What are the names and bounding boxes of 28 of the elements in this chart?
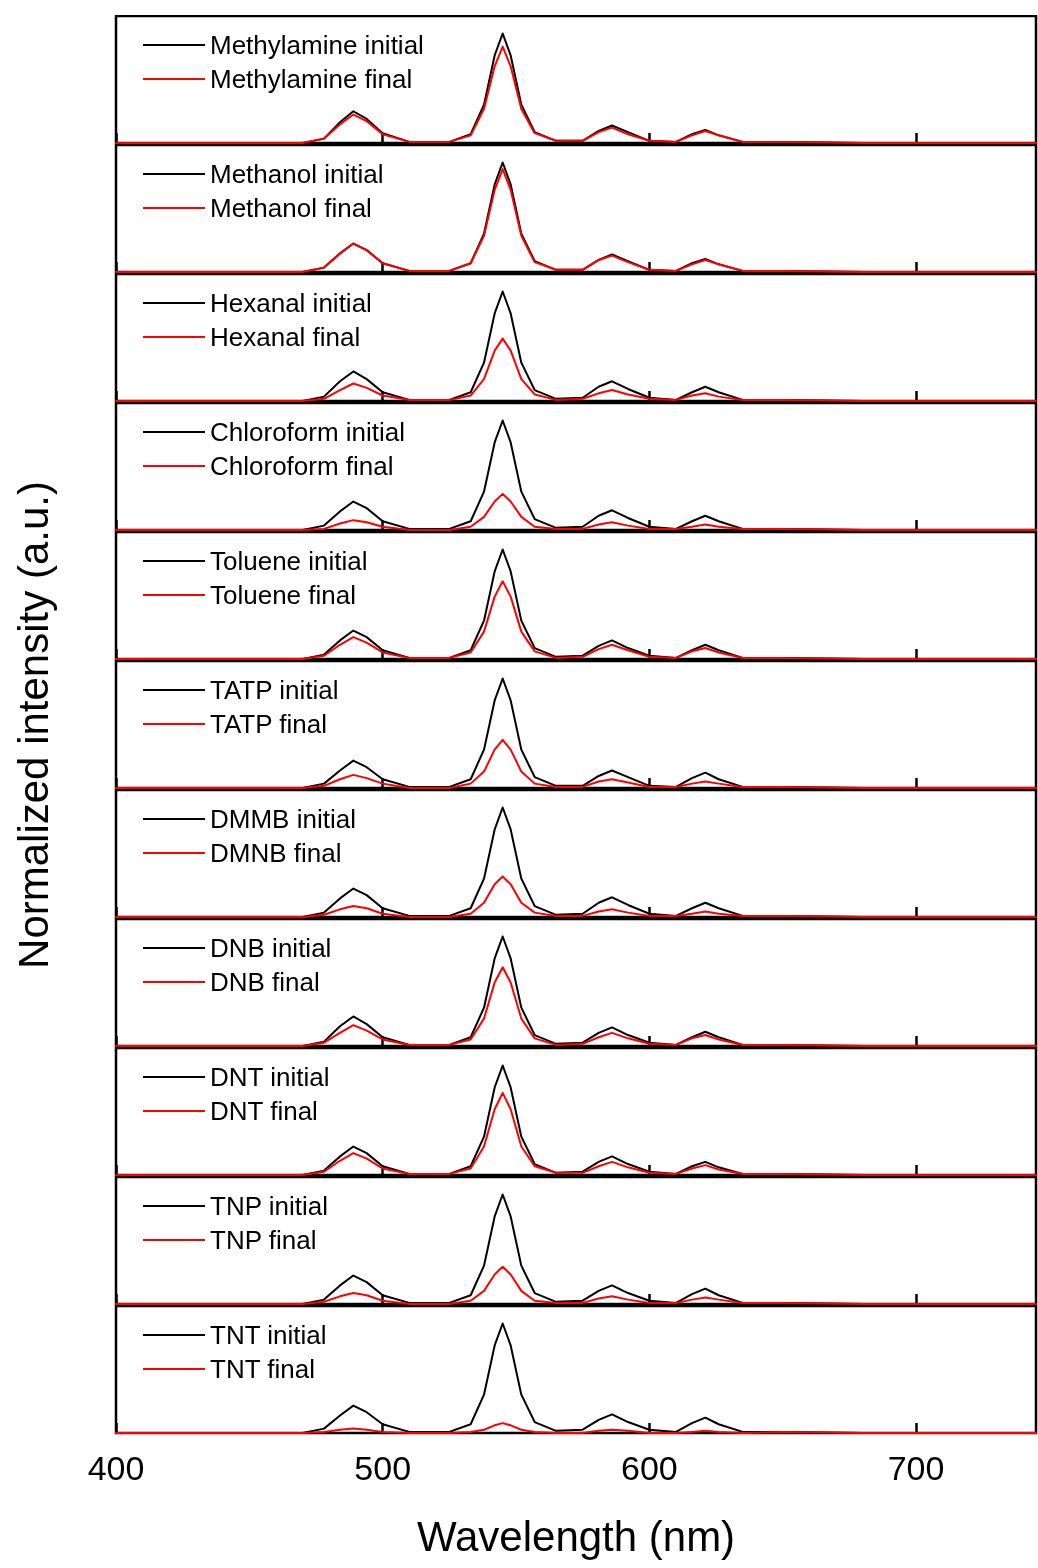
legend-label: Toluene final — [210, 580, 356, 610]
legend-label: DNB initial — [210, 933, 332, 963]
legend-label: DNT final — [210, 1096, 318, 1126]
legend-label: Methylamine initial — [210, 30, 424, 60]
legend-label: DNB final — [210, 967, 320, 997]
legend-label: Chloroform initial — [210, 417, 406, 447]
legend-label: TATP final — [210, 709, 328, 739]
legend-label: DMMB initial — [210, 804, 356, 834]
x-tick-label: 400 — [87, 1449, 145, 1487]
legend-label: DMNB final — [210, 838, 342, 868]
legend-label: Hexanal final — [210, 322, 361, 352]
x-tick-label: 500 — [354, 1449, 412, 1487]
legend-label: TNT final — [210, 1354, 315, 1384]
x-tick-label: 700 — [887, 1449, 945, 1487]
legend-label: Hexanal initial — [210, 288, 372, 318]
legend-label: Methanol initial — [210, 159, 384, 189]
legend-label: Chloroform final — [210, 451, 394, 481]
x-tick-label: 600 — [620, 1449, 678, 1487]
legend-label: TNT initial — [210, 1320, 327, 1350]
legend-label: DNT initial — [210, 1062, 330, 1092]
legend-label: TNP initial — [210, 1191, 329, 1221]
legend-label: Methylamine final — [210, 64, 413, 94]
x-axis-title: Wavelength (nm) — [416, 1512, 736, 1560]
legend-label: Methanol final — [210, 193, 372, 223]
legend-label: TATP initial — [210, 675, 339, 705]
legend-label: Toluene initial — [210, 546, 368, 576]
y-axis-title: Normalized intensity (a.u.) — [10, 480, 58, 969]
legend-label: TNP final — [210, 1225, 317, 1255]
